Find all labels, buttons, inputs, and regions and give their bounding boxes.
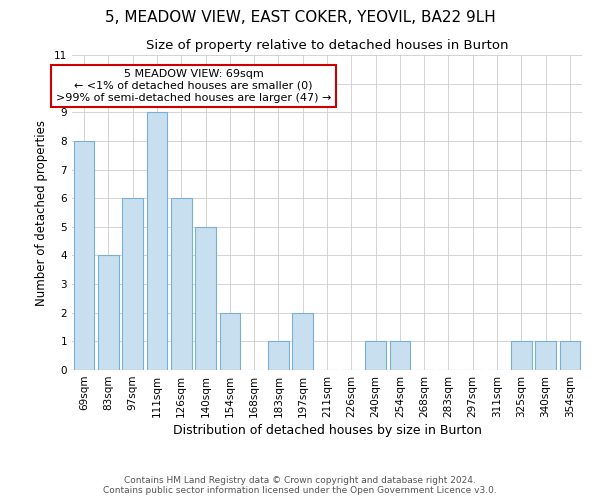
Bar <box>560 342 580 370</box>
Y-axis label: Number of detached properties: Number of detached properties <box>35 120 49 306</box>
Text: Contains HM Land Registry data © Crown copyright and database right 2024.
Contai: Contains HM Land Registry data © Crown c… <box>103 476 497 495</box>
Bar <box>389 342 410 370</box>
Bar <box>122 198 143 370</box>
Bar <box>511 342 532 370</box>
Bar <box>292 312 313 370</box>
Bar <box>220 312 240 370</box>
Bar <box>365 342 386 370</box>
Bar <box>268 342 289 370</box>
Bar <box>146 112 167 370</box>
Bar <box>74 141 94 370</box>
X-axis label: Distribution of detached houses by size in Burton: Distribution of detached houses by size … <box>173 424 481 437</box>
Title: Size of property relative to detached houses in Burton: Size of property relative to detached ho… <box>146 40 508 52</box>
Text: 5 MEADOW VIEW: 69sqm
← <1% of detached houses are smaller (0)
>99% of semi-detac: 5 MEADOW VIEW: 69sqm ← <1% of detached h… <box>56 70 331 102</box>
Bar <box>535 342 556 370</box>
Text: 5, MEADOW VIEW, EAST COKER, YEOVIL, BA22 9LH: 5, MEADOW VIEW, EAST COKER, YEOVIL, BA22… <box>104 10 496 25</box>
Bar <box>98 256 119 370</box>
Bar <box>171 198 191 370</box>
Bar <box>195 227 216 370</box>
